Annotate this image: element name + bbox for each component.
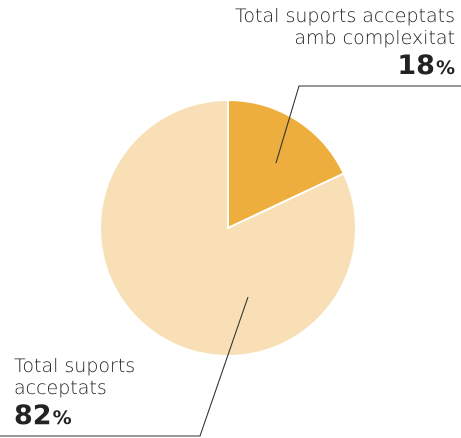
leader-line-complexity <box>275 85 461 164</box>
slice-percentage: 82% <box>14 400 135 432</box>
pie-slice-complexity <box>227 99 345 229</box>
slice-label-line: Total suports <box>14 355 136 377</box>
pie-slice-accepted <box>99 99 358 357</box>
slice-percentage: 18% <box>235 50 455 82</box>
slice-label-line: amb complexitat <box>294 26 455 49</box>
slice-unit: % <box>435 56 455 79</box>
slice-label-complexity: Total suports acceptats amb complexitat … <box>235 5 455 82</box>
slice-label-line: acceptats <box>14 376 107 399</box>
slice-value: 18 <box>397 49 435 81</box>
pie-slices <box>99 99 358 357</box>
slice-value: 82 <box>14 399 52 431</box>
slice-unit: % <box>52 406 72 429</box>
slice-label-line: Total suports acceptats <box>235 5 455 27</box>
leader-lines <box>0 85 461 437</box>
leader-line-accepted <box>0 296 249 437</box>
slice-label-accepted: Total suports acceptats 82% <box>14 355 136 432</box>
